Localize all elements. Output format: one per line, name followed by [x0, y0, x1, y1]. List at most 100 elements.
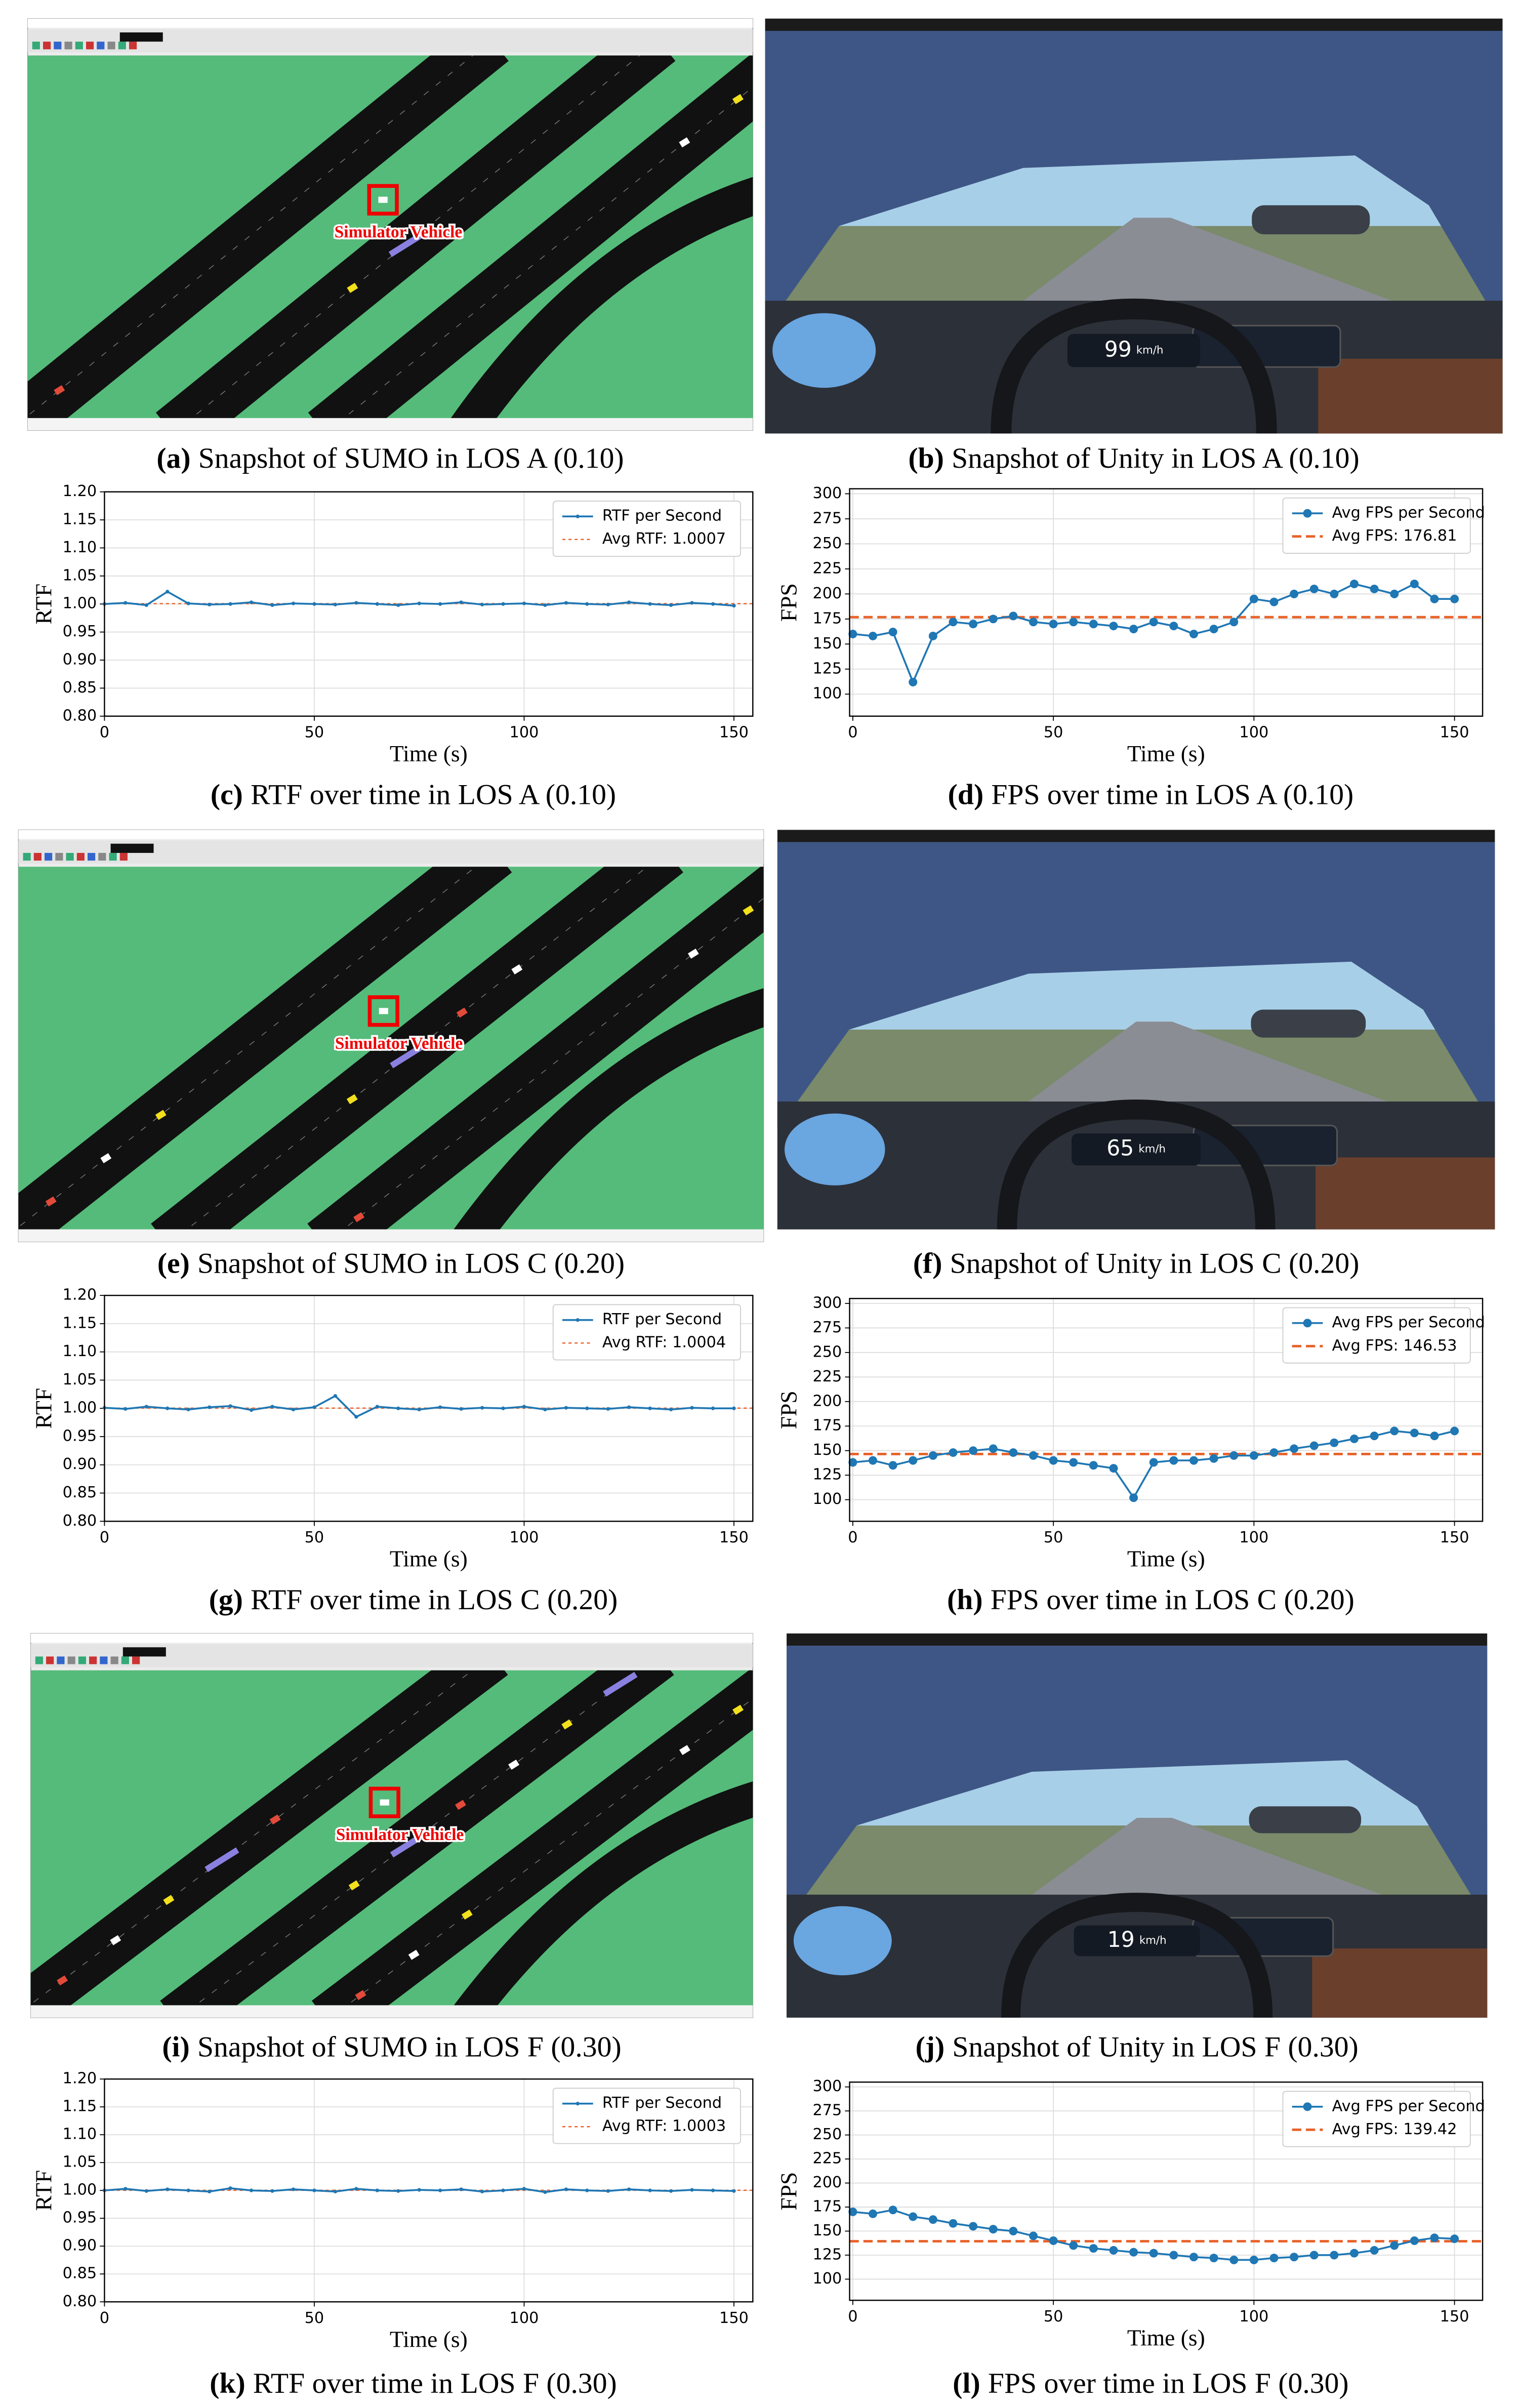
point [186, 601, 190, 605]
x-tick-label: 100 [1239, 1529, 1268, 1546]
point [1089, 1461, 1098, 1470]
point [909, 1456, 918, 1465]
legend-label: Avg RTF: 1.0003 [602, 2117, 726, 2135]
y-tick-label: 275 [812, 509, 842, 527]
side-mirror [793, 1906, 892, 1976]
point [627, 2187, 631, 2191]
y-tick-label: 1.20 [63, 1286, 97, 1304]
vehicle [511, 964, 523, 974]
point [1290, 1444, 1299, 1453]
plot-frame [104, 1294, 754, 1522]
legend-label: Avg FPS per Second [1332, 504, 1485, 522]
y-axis-label: FPS [776, 2172, 802, 2211]
map [30, 1670, 753, 2006]
point [1249, 1451, 1258, 1460]
vehicle [561, 1719, 573, 1730]
point [333, 2189, 338, 2194]
toolbar-icon [67, 1656, 75, 1664]
y-tick-label: 1.15 [63, 1314, 97, 1332]
toolbar-icon [110, 1656, 118, 1664]
mirror [1252, 205, 1370, 234]
point [648, 2188, 652, 2192]
status-bar [27, 418, 753, 431]
status-bar [18, 1229, 764, 1242]
toolbar-icon [89, 1656, 97, 1664]
point [1450, 1426, 1459, 1436]
road [1032, 1818, 1382, 1895]
y-tick-label: 1.20 [63, 2070, 97, 2088]
point [690, 2188, 694, 2192]
trim [1318, 358, 1503, 434]
legend-box [1282, 2091, 1471, 2147]
vehicle [455, 1800, 466, 1810]
x-tick-label: 150 [1440, 2308, 1469, 2325]
point [228, 1404, 232, 1408]
point [124, 1407, 128, 1411]
legend-swatch [1303, 1319, 1312, 1328]
point [888, 2206, 897, 2215]
toolbar-icon [121, 1656, 129, 1664]
ramp [450, 177, 753, 418]
point [1069, 2241, 1078, 2250]
legend-box [552, 2088, 741, 2144]
toolbar-icon [64, 42, 72, 50]
point [1350, 580, 1359, 589]
x-tick-label: 100 [510, 1529, 539, 1546]
point [606, 1407, 610, 1411]
vehicle [390, 1832, 425, 1858]
point [1049, 620, 1058, 629]
toolbar-icon [132, 1656, 140, 1664]
toolbar-icon [98, 852, 106, 861]
vehicle [390, 1043, 425, 1069]
toolbar-icon [118, 42, 126, 50]
point [1450, 2234, 1459, 2243]
sim-time [110, 843, 154, 853]
chart: 0.80 0.85 0.90 0.95 1.00 1.05 1.10 1.15 1.20 0 50 1… [31, 482, 754, 766]
caption: (c) RTF over time in LOS A (0.10) [211, 779, 616, 811]
roof [777, 842, 1495, 1130]
point [1189, 2253, 1199, 2262]
legend-label: RTF per Second [602, 507, 722, 525]
vehicle-label: Simulator Vehicle [335, 1034, 463, 1053]
y-tick-label: 175 [812, 1417, 842, 1435]
speed-unit: km/h [1136, 344, 1164, 356]
y-tick-label: 1.10 [63, 2126, 97, 2143]
roof [765, 31, 1503, 330]
caption-text: FPS over time in LOS A (0.10) [991, 779, 1353, 811]
point [124, 2187, 128, 2191]
y-tick-label: 300 [812, 1294, 842, 1312]
panel-letter: (e) [157, 1248, 190, 1280]
point [1069, 618, 1078, 627]
point [1109, 2246, 1118, 2255]
point [848, 629, 857, 638]
sim-time [122, 1647, 166, 1657]
point [1269, 597, 1279, 606]
toolbar-icon [55, 852, 63, 861]
caption-text: RTF over time in LOS C (0.20) [251, 1584, 618, 1616]
title-bar [30, 1633, 753, 1643]
vehicle [110, 1935, 121, 1945]
point [690, 1406, 694, 1410]
caption-text: RTF over time in LOS F (0.30) [253, 2368, 617, 2399]
title-bar [18, 830, 764, 839]
toolbar-icon [100, 1656, 108, 1664]
toolbar-icon [119, 852, 128, 861]
point [1330, 1438, 1339, 1447]
point [732, 1406, 736, 1410]
point [1209, 625, 1218, 634]
plot-frame [849, 2081, 1484, 2301]
point [690, 601, 694, 605]
point [354, 2187, 358, 2191]
ramp [454, 1781, 753, 2006]
y-tick-label: 1.00 [63, 2181, 97, 2199]
x-tick-label: 0 [100, 1529, 109, 1546]
y-tick-label: 0.95 [63, 2209, 97, 2227]
toolbar-icon [129, 42, 137, 50]
point [1129, 625, 1138, 634]
vehicle [508, 1760, 520, 1770]
toolbar-icon [78, 1656, 86, 1664]
vehicle [57, 1975, 68, 1986]
speed: 19 km/h [1107, 1927, 1167, 1952]
caption: (h) FPS over time in LOS C (0.20) [947, 1584, 1354, 1616]
